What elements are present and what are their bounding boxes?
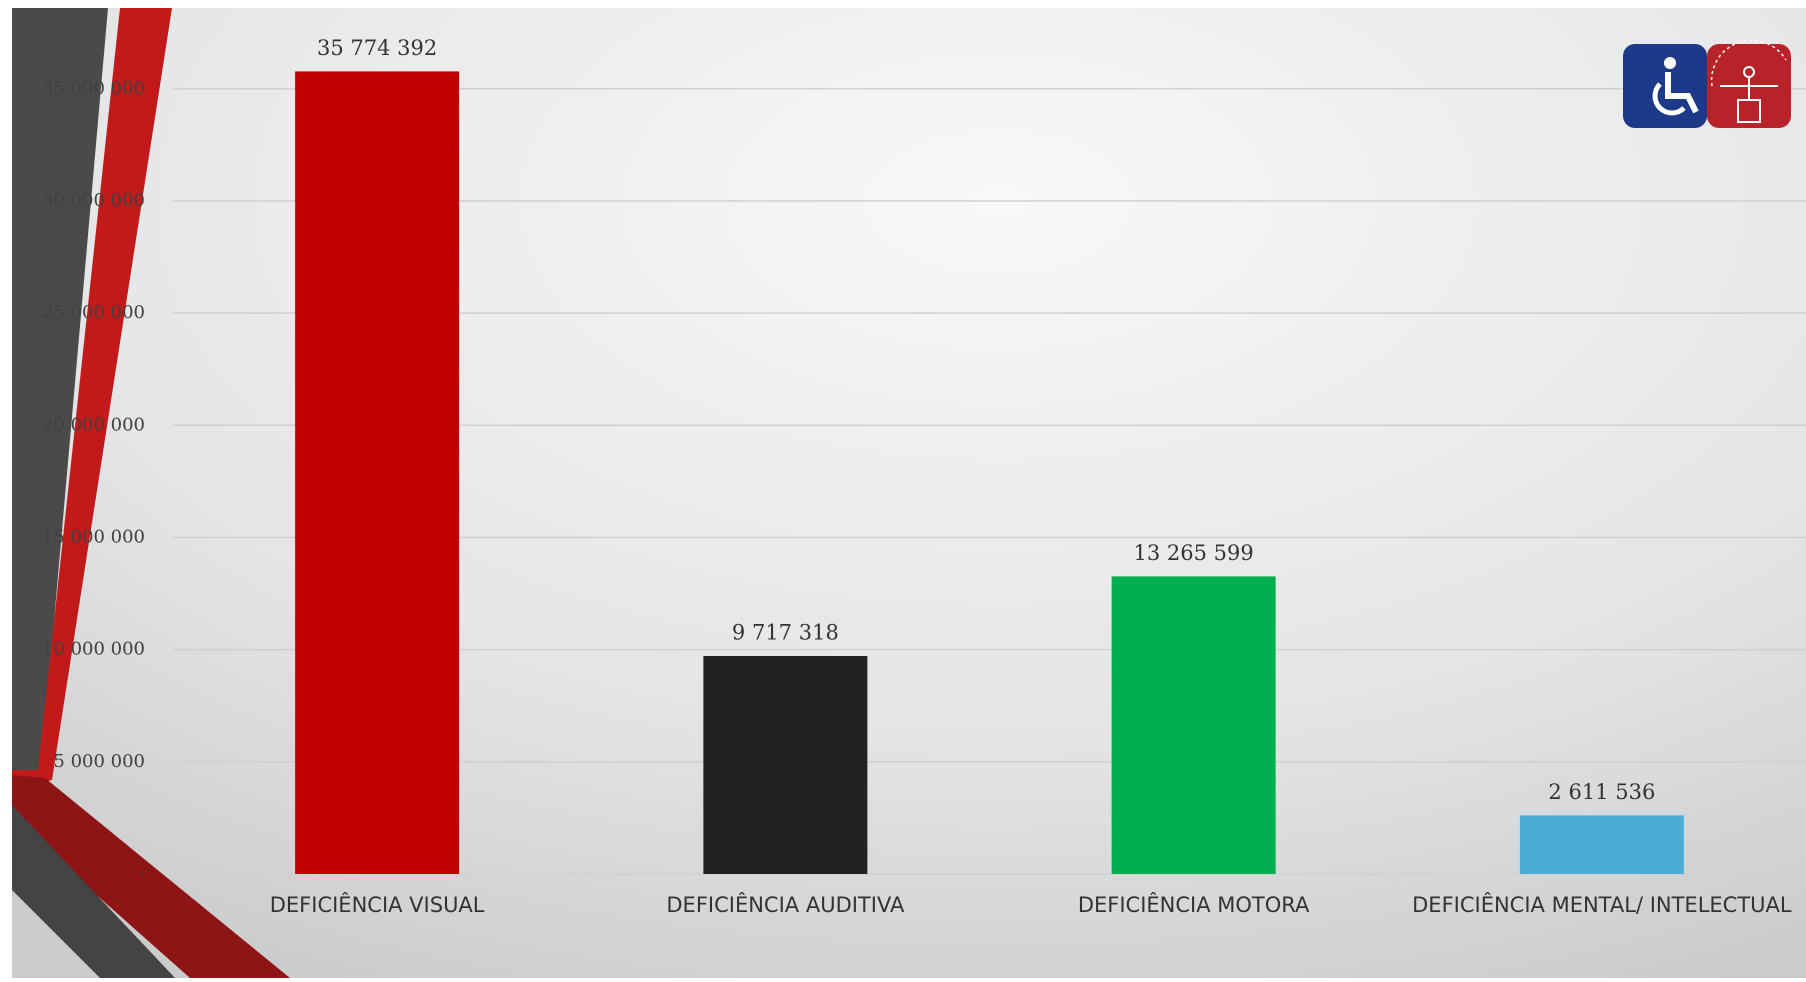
x-tick-label: DEFICIÊNCIA VISUAL: [270, 892, 485, 917]
x-tick-label: DEFICIÊNCIA MOTORA: [1078, 892, 1310, 917]
decor-stripe: [12, 805, 175, 978]
decor-stripe: [12, 8, 108, 790]
y-tick-label: 10 000 000: [42, 639, 145, 660]
y-tick-label: 5 000 000: [53, 751, 145, 772]
bar: [1111, 576, 1276, 874]
bar: [295, 71, 460, 874]
y-tick-label: 15 000 000: [42, 526, 145, 547]
y-tick-label: 35 000 000: [42, 78, 145, 99]
x-tick-label: DEFICIÊNCIA AUDITIVA: [666, 892, 905, 917]
y-tick-label: 20 000 000: [42, 414, 145, 435]
logo: [1623, 39, 1791, 128]
bar: [1519, 815, 1684, 874]
y-tick-label: 30 000 000: [42, 190, 145, 211]
value-label: 13 265 599: [1134, 541, 1254, 565]
y-tick-label: -: [139, 863, 145, 884]
decor-stripe: [12, 775, 290, 978]
value-label: 35 774 392: [317, 36, 437, 60]
x-tick-label: DEFICIÊNCIA MENTAL/ INTELECTUAL: [1412, 892, 1792, 917]
y-tick-label: 25 000 000: [42, 302, 145, 323]
decor-stripe: [12, 8, 172, 790]
value-label: 9 717 318: [732, 620, 839, 644]
bar: [703, 655, 868, 874]
value-label: 2 611 536: [1548, 780, 1655, 804]
